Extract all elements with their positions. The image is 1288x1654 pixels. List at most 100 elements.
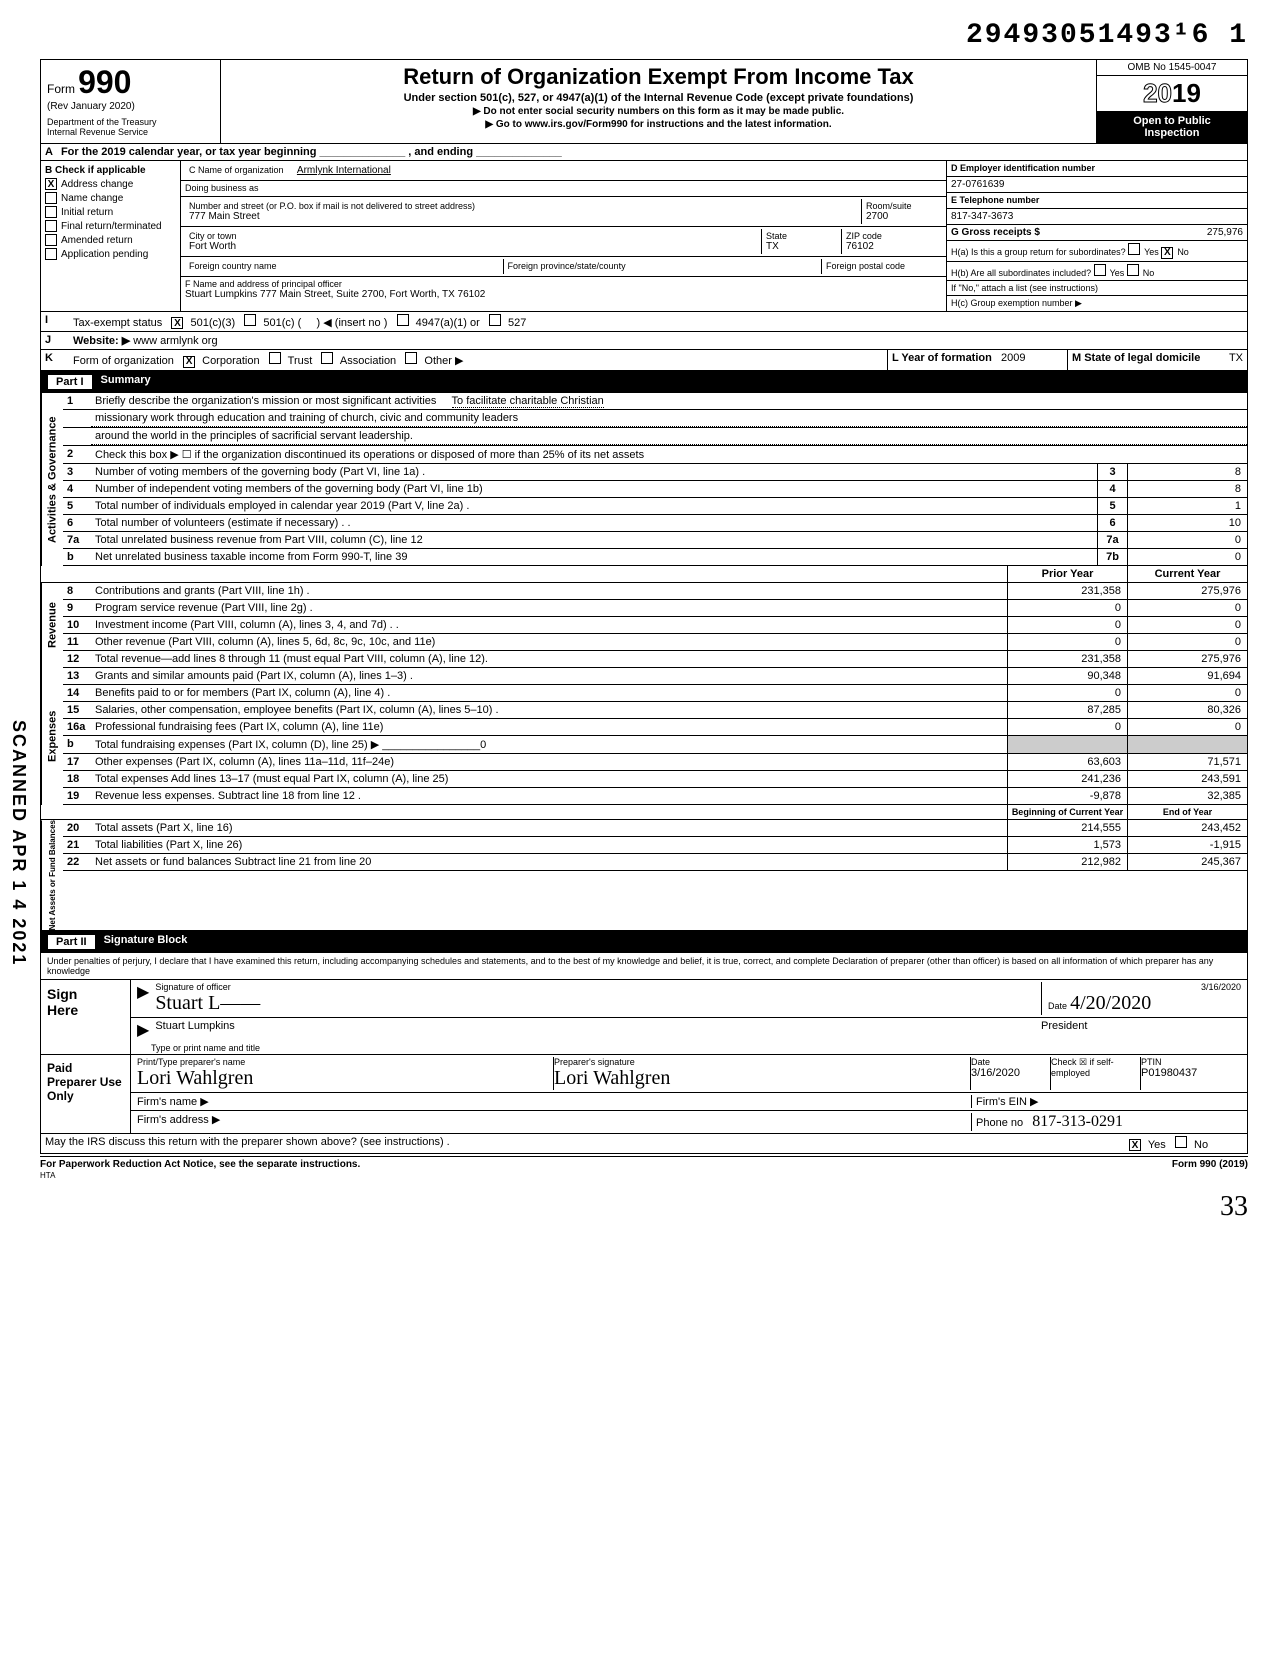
line-num: 1 [63,393,91,409]
line-2-text: Check this box ▶ ☐ if the organization d… [91,446,1247,463]
checkbox-initial-return[interactable] [45,206,57,218]
officer-title: President [1041,1020,1241,1040]
page-number: 33 [40,1191,1248,1223]
line-num: b [63,549,91,565]
prior-value: 214,555 [1007,820,1127,836]
527-checkbox[interactable] [489,314,501,326]
501c-checkbox[interactable] [244,314,256,326]
line-text: Professional fundraising fees (Part IX, … [91,719,1007,735]
org-name: Armlynk International [297,165,391,176]
line-text: Benefits paid to or for members (Part IX… [91,685,1007,701]
line-num: 5 [63,498,91,514]
checkbox-name-change[interactable] [45,192,57,204]
501c3-checkbox[interactable]: X [171,317,183,329]
checkbox-amended[interactable] [45,234,57,246]
arrow-icon: ▶ [137,982,149,1015]
preparer-name: Lori Wahlgren [137,1067,253,1089]
f-label: F Name and address of principal officer [185,279,942,289]
line-j-label: J [41,332,69,349]
line-box: 4 [1097,481,1127,497]
line-text: Total liabilities (Part X, line 26) [91,837,1007,853]
prior-value: 212,982 [1007,854,1127,870]
footer-left: For Paperwork Reduction Act Notice, see … [40,1159,360,1170]
current-value: 245,367 [1127,854,1247,870]
current-value: 71,571 [1127,754,1247,770]
4947-checkbox[interactable] [397,314,409,326]
current-value: 80,326 [1127,702,1247,718]
end-year-header: End of Year [1127,805,1247,819]
department: Department of the Treasury Internal Reve… [47,118,214,138]
line-text: Revenue less expenses. Subtract line 18 … [91,788,1007,804]
m-label: M State of legal domicile [1072,352,1200,364]
line-value: 0 [1127,532,1247,548]
open-to-public: Open to Public Inspection [1097,111,1247,143]
discuss-no-checkbox[interactable] [1175,1136,1187,1148]
ha-no-checkbox[interactable]: X [1161,247,1173,259]
check-label: Application pending [61,249,148,260]
phone-label: Phone no [976,1117,1023,1129]
room-label: Room/suite [866,201,938,211]
ha-yes-checkbox[interactable] [1128,243,1140,255]
prior-value: 241,236 [1007,771,1127,787]
form-subtitle: Under section 501(c), 527, or 4947(a)(1)… [229,92,1088,104]
line-num: 12 [63,651,91,667]
check-label: Amended return [61,235,133,246]
line-num: 18 [63,771,91,787]
address: 777 Main Street [189,211,857,222]
gross-receipts: 275,976 [1207,227,1243,238]
ssn-warning: ▶ Do not enter social security numbers o… [229,106,1088,117]
e-label: E Telephone number [951,195,1039,205]
hb-yes-checkbox[interactable] [1094,264,1106,276]
trust-checkbox[interactable] [269,352,281,364]
corp-checkbox[interactable]: X [183,356,195,368]
line-text: Total assets (Part X, line 16) [91,820,1007,836]
line-num: 8 [63,583,91,599]
no-label: No [1177,247,1189,257]
row-a-text: For the 2019 calendar year, or tax year … [57,144,1247,160]
d-label: D Employer identification number [951,163,1095,173]
line-text: Total expenses Add lines 13–17 (must equ… [91,771,1007,787]
city: Fort Worth [189,241,757,252]
prior-value: 231,358 [1007,651,1127,667]
line-num: 20 [63,820,91,836]
check-label: Address change [61,179,133,190]
line-box: 3 [1097,464,1127,480]
mission-1: To facilitate charitable Christian [452,395,604,408]
state-domicile: TX [1229,352,1243,364]
current-value: 0 [1127,685,1247,701]
checkbox-address-change[interactable]: X [45,178,57,190]
date-label: Date [1048,1001,1067,1011]
paid-preparer-label: Paid Preparer Use Only [41,1055,131,1133]
prior-value: 1,573 [1007,837,1127,853]
prior-value: 90,348 [1007,668,1127,684]
line-text: Total fundraising expenses (Part IX, col… [91,736,1007,753]
prep-sig-label: Preparer's signature [554,1057,970,1067]
line-box: 5 [1097,498,1127,514]
assoc-checkbox[interactable] [321,352,333,364]
checkbox-application-pending[interactable] [45,248,57,260]
line-text: Number of independent voting members of … [91,481,1097,497]
line-num: 14 [63,685,91,701]
ptin-label: PTIN [1141,1057,1241,1067]
mission-2: missionary work through education and tr… [91,410,1247,427]
footer-right: Form 990 (2019) [1172,1159,1248,1181]
line-text: Other expenses (Part IX, column (A), lin… [91,754,1007,770]
prep-date: 3/16/2020 [971,1067,1020,1079]
line-i-label: I [41,312,69,332]
current-value: 243,452 [1127,820,1247,836]
check-label: Final return/terminated [61,221,162,232]
discuss-yes-checkbox[interactable]: X [1129,1139,1141,1151]
section-b-through-h: B Check if applicable XAddress change Na… [40,161,1248,312]
current-value: 275,976 [1127,583,1247,599]
hb-no-checkbox[interactable] [1127,264,1139,276]
line-value: 8 [1127,464,1247,480]
room: 2700 [866,211,938,222]
other-checkbox[interactable] [405,352,417,364]
checkbox-final-return[interactable] [45,220,57,232]
prior-year-header: Prior Year [1007,566,1127,582]
perjury-statement: Under penalties of perjury, I declare th… [40,953,1248,980]
line-text: Salaries, other compensation, employee b… [91,702,1007,718]
prior-value: 0 [1007,719,1127,735]
check-label: Name change [61,193,123,204]
line-num: 22 [63,854,91,870]
